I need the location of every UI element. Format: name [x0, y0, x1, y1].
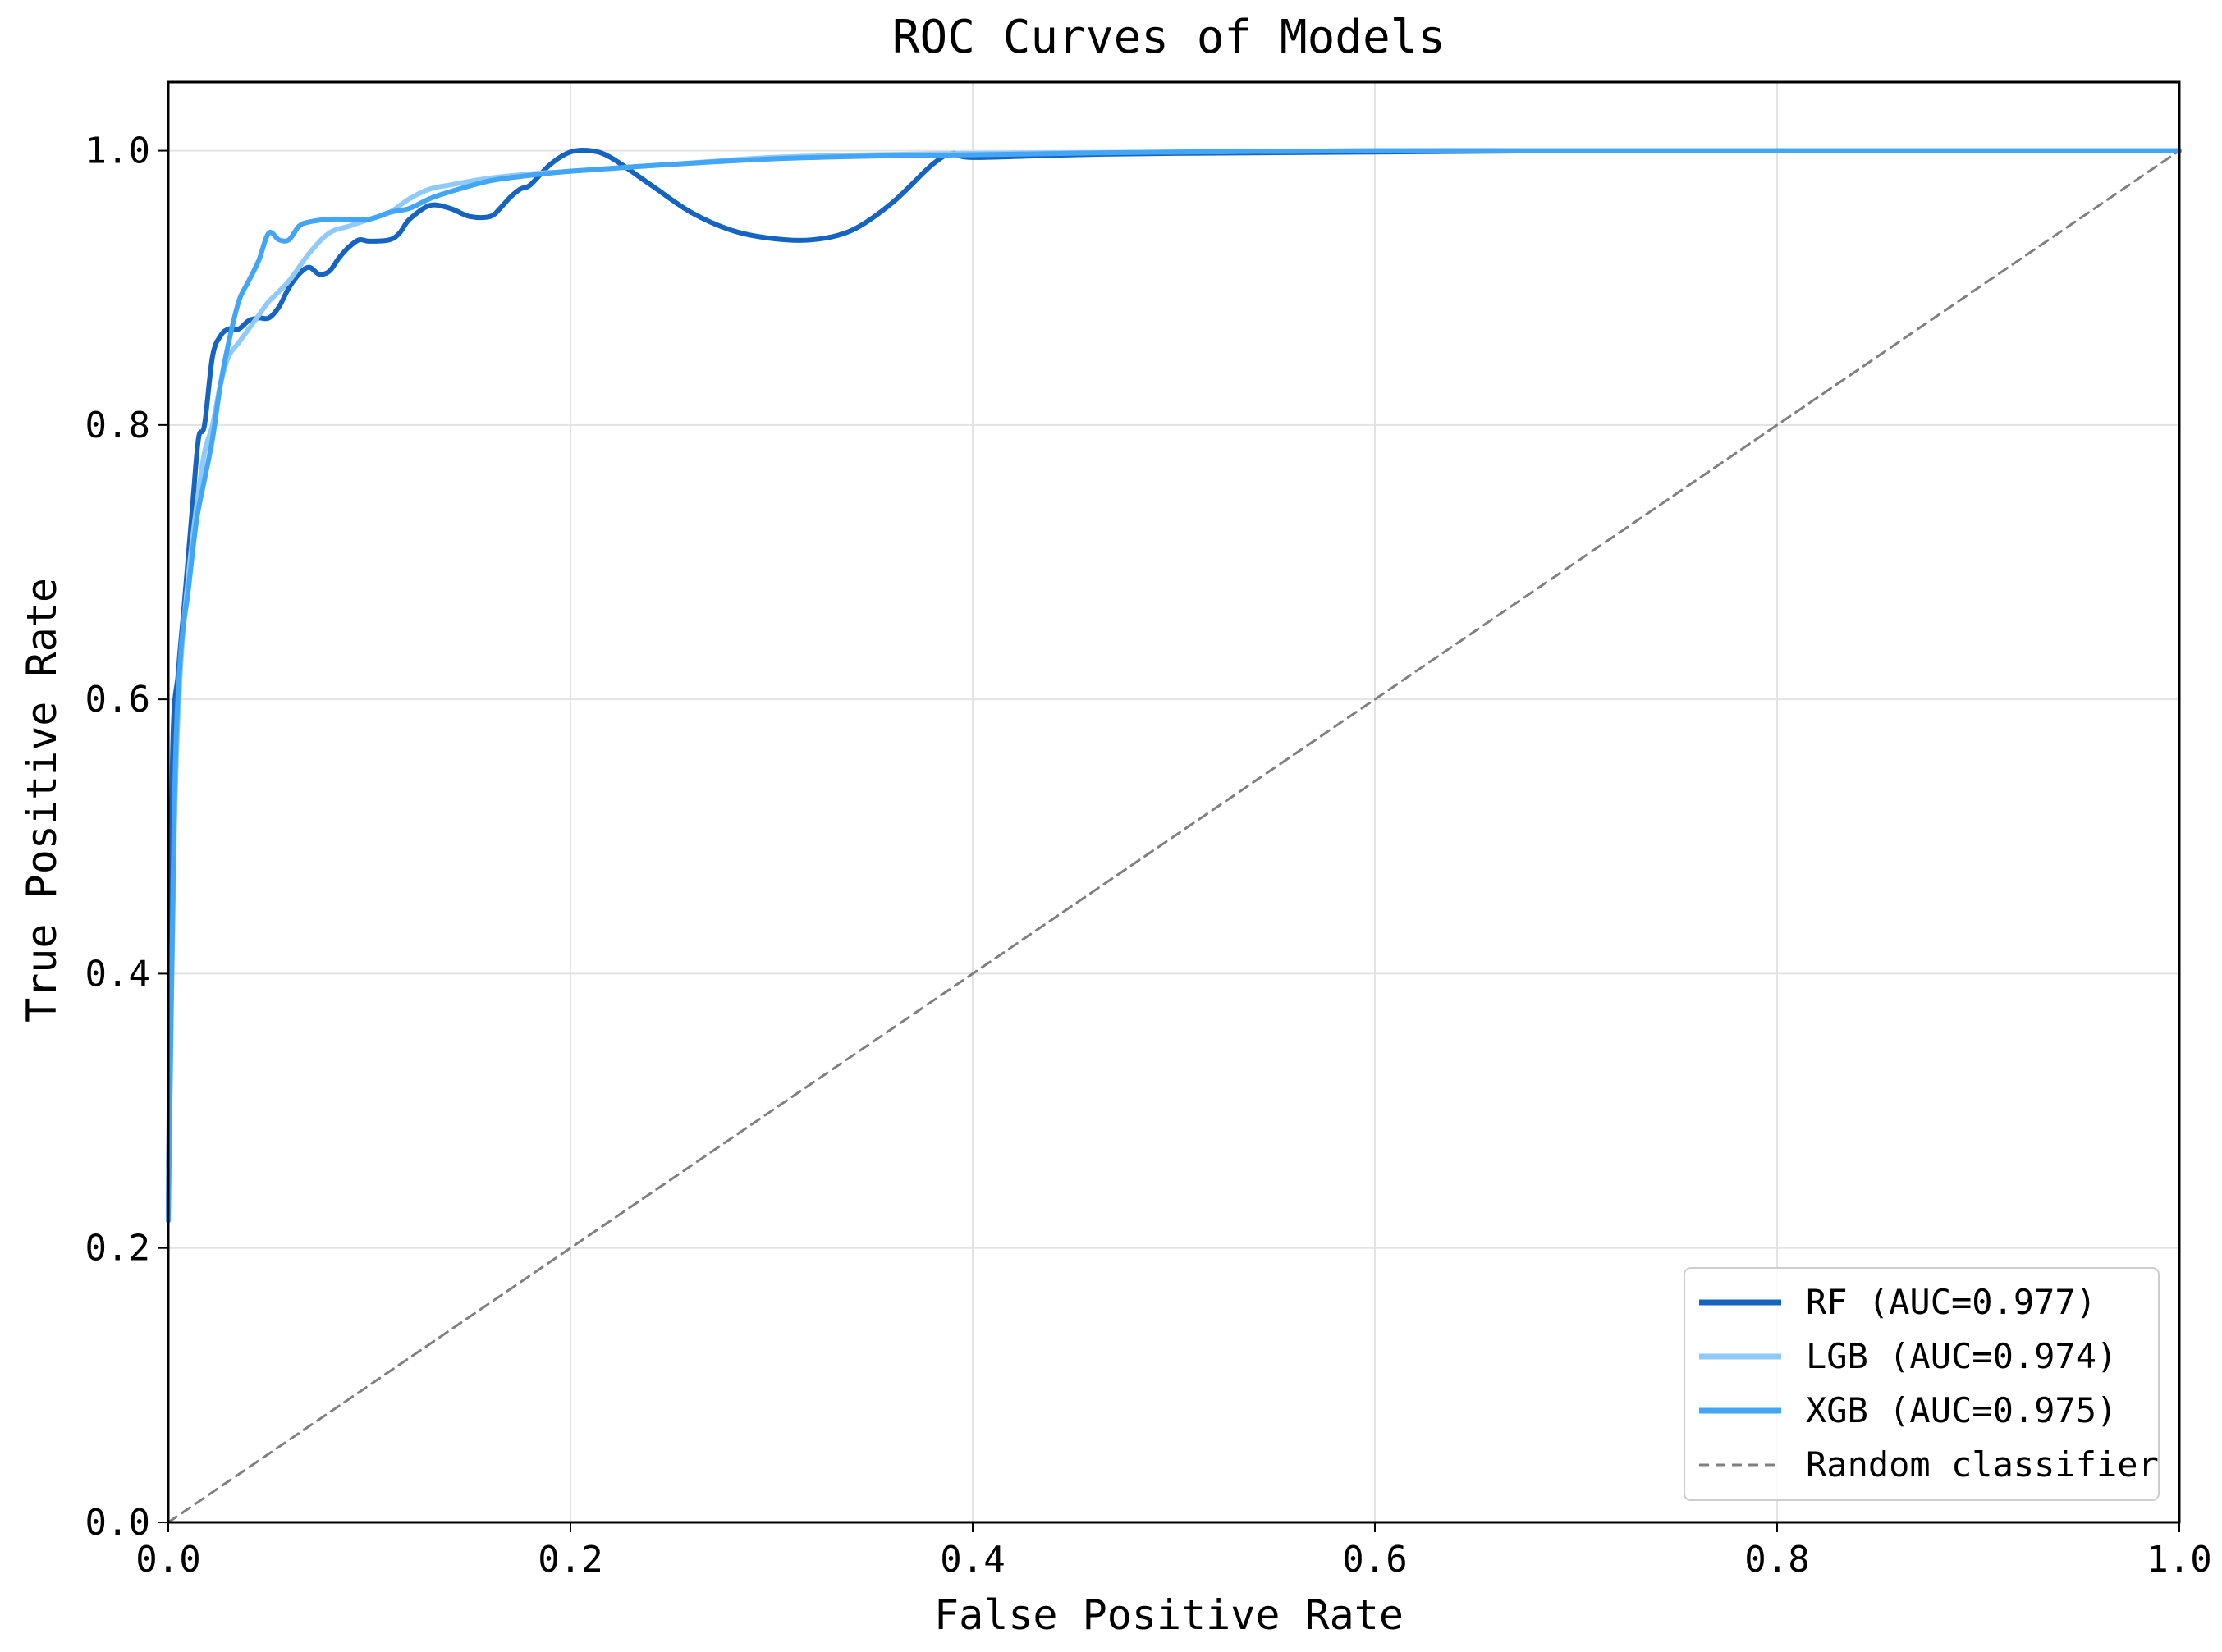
- x-tick-label: 0.4: [940, 1539, 1005, 1581]
- y-tick-label: 0.0: [85, 1502, 150, 1544]
- legend: RF (AUC=0.977) LGB (AUC=0.974) XGB (AUC=0.…: [1684, 1267, 2160, 1501]
- chart-title: ROC Curves of Models: [892, 11, 1445, 64]
- plot-frame: [167, 80, 2181, 1524]
- y-tick-label: 0.8: [85, 405, 150, 446]
- y-axis-label: True Positive Rate: [18, 578, 66, 1023]
- x-tick-label: 1.0: [2146, 1539, 2211, 1581]
- legend-label: LGB (AUC=0.974): [1806, 1336, 2117, 1376]
- y-tick-label: 0.2: [85, 1228, 150, 1270]
- legend-label: Random classifier: [1806, 1444, 2159, 1485]
- y-tick-label: 1.0: [85, 130, 150, 172]
- x-tick-label: 0.6: [1342, 1539, 1407, 1581]
- series-line-xgb: [166, 148, 2182, 1224]
- series-line-rf: [166, 147, 2182, 1224]
- legend-label: XGB (AUC=0.975): [1806, 1390, 2117, 1430]
- series-layer: [166, 147, 2182, 1524]
- x-tick-label: 0.2: [538, 1539, 602, 1581]
- legend-label: RF (AUC=0.977): [1806, 1282, 2096, 1322]
- y-tick-label: 0.6: [85, 679, 150, 721]
- x-tick-label: 0.0: [135, 1539, 200, 1581]
- legend-box: [1684, 1267, 2160, 1501]
- x-axis-ticks: 0.0 0.2 0.4 0.6 0.8 1.0: [135, 1522, 2212, 1581]
- y-axis-ticks: 0.0 0.2 0.4 0.6 0.8 1.0: [85, 130, 168, 1544]
- x-axis-label: False Positive Rate: [934, 1591, 1404, 1639]
- random-classifier-line: [167, 149, 2181, 1524]
- y-tick-label: 0.4: [85, 953, 150, 995]
- x-tick-label: 0.8: [1744, 1539, 1809, 1581]
- series-line-lgb: [166, 148, 2182, 1224]
